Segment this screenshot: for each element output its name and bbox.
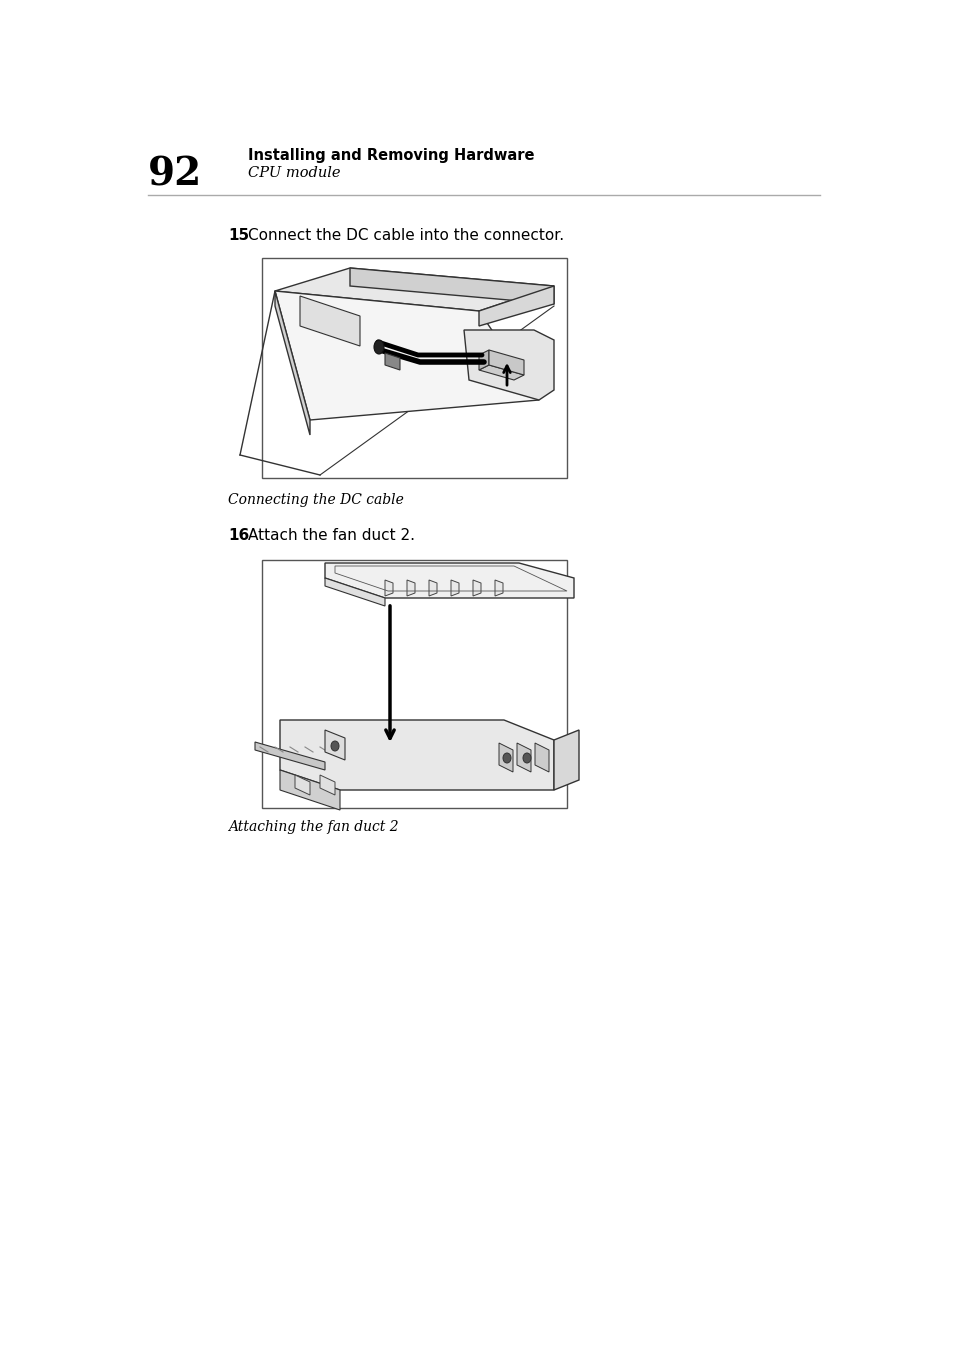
Polygon shape bbox=[274, 267, 554, 311]
Polygon shape bbox=[498, 743, 513, 771]
Text: Attaching the fan duct 2: Attaching the fan duct 2 bbox=[228, 820, 398, 834]
Polygon shape bbox=[274, 290, 538, 420]
Ellipse shape bbox=[522, 753, 531, 763]
Ellipse shape bbox=[374, 340, 384, 354]
Polygon shape bbox=[325, 578, 385, 607]
Polygon shape bbox=[473, 580, 480, 596]
Bar bbox=[262, 561, 566, 808]
Text: Installing and Removing Hardware: Installing and Removing Hardware bbox=[248, 149, 534, 163]
Polygon shape bbox=[478, 350, 489, 370]
Polygon shape bbox=[325, 563, 574, 598]
Text: 92: 92 bbox=[148, 155, 202, 193]
Polygon shape bbox=[407, 580, 415, 596]
Polygon shape bbox=[274, 290, 310, 435]
Polygon shape bbox=[319, 775, 335, 794]
Polygon shape bbox=[451, 580, 458, 596]
Ellipse shape bbox=[502, 753, 511, 763]
Polygon shape bbox=[478, 286, 554, 326]
Polygon shape bbox=[385, 353, 399, 370]
Polygon shape bbox=[429, 580, 436, 596]
Polygon shape bbox=[294, 775, 310, 794]
Text: CPU module: CPU module bbox=[248, 166, 340, 180]
Polygon shape bbox=[254, 742, 325, 770]
Text: 16: 16 bbox=[228, 528, 249, 543]
Text: Connect the DC cable into the connector.: Connect the DC cable into the connector. bbox=[248, 228, 563, 243]
Text: Attach the fan duct 2.: Attach the fan duct 2. bbox=[248, 528, 415, 543]
Text: 15: 15 bbox=[228, 228, 249, 243]
Polygon shape bbox=[280, 770, 339, 811]
Polygon shape bbox=[463, 330, 554, 400]
Polygon shape bbox=[489, 350, 523, 376]
Polygon shape bbox=[495, 580, 502, 596]
Polygon shape bbox=[478, 365, 523, 380]
Bar bbox=[262, 258, 566, 478]
Polygon shape bbox=[325, 730, 345, 761]
Polygon shape bbox=[517, 743, 531, 771]
Polygon shape bbox=[280, 720, 554, 790]
Text: Connecting the DC cable: Connecting the DC cable bbox=[228, 493, 403, 507]
Polygon shape bbox=[554, 730, 578, 790]
Ellipse shape bbox=[331, 740, 338, 751]
Polygon shape bbox=[535, 743, 548, 771]
Polygon shape bbox=[350, 267, 554, 304]
Polygon shape bbox=[385, 580, 393, 596]
Polygon shape bbox=[299, 296, 359, 346]
